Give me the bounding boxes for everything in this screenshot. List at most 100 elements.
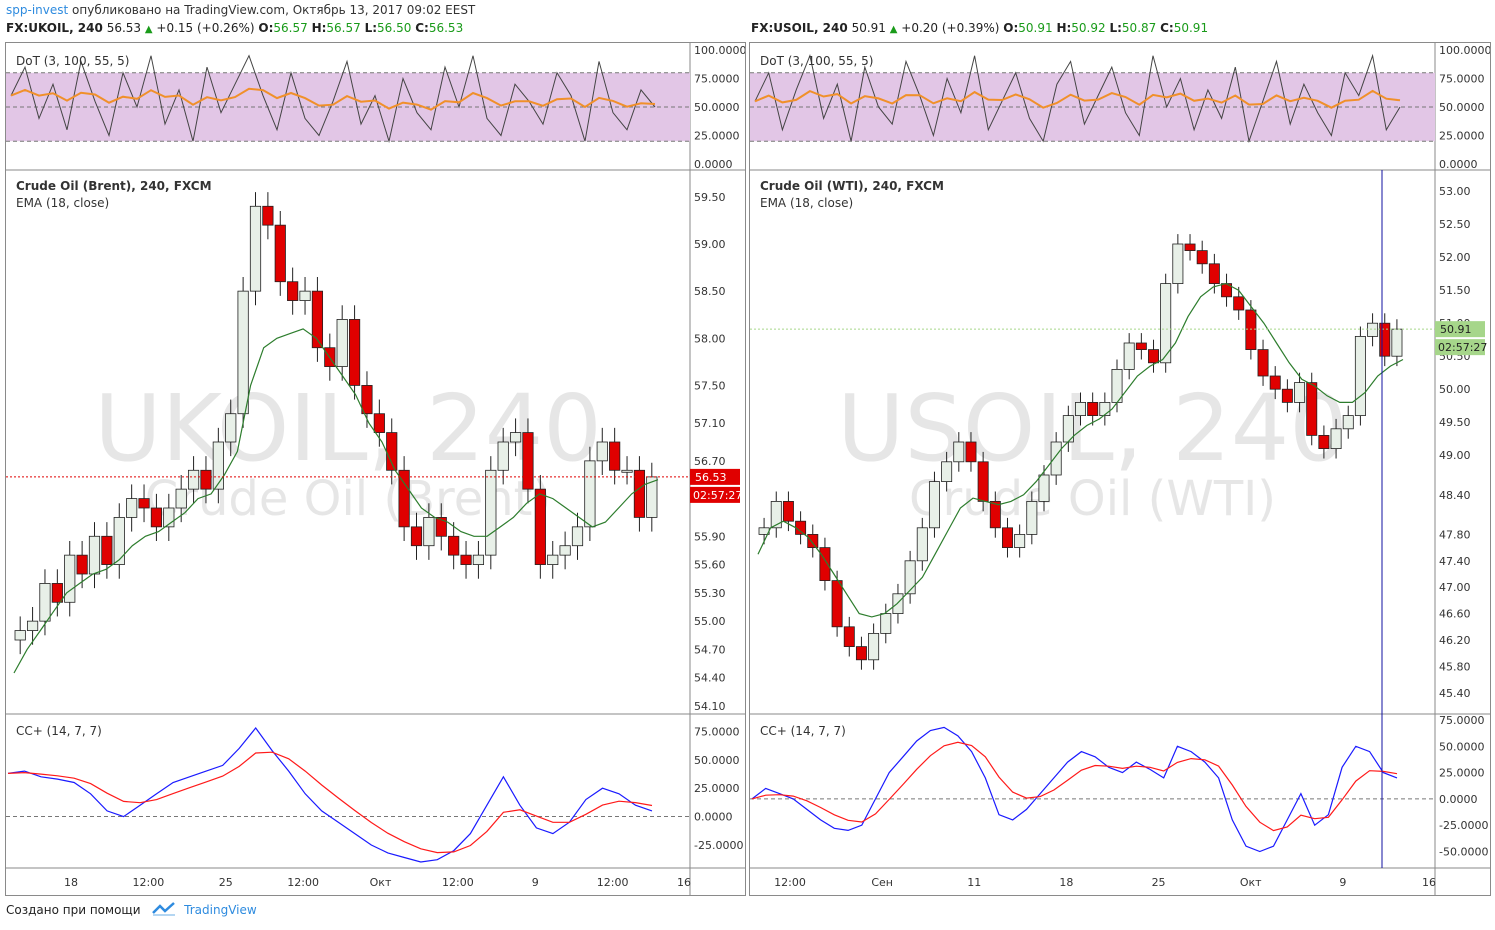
candle-body	[1342, 415, 1354, 430]
time-axis-tick: 9	[1339, 876, 1346, 889]
candle	[868, 623, 880, 670]
price-axis-tick: 50.00	[1439, 383, 1471, 396]
candle	[596, 427, 608, 475]
cc-axis-tick: 50.0000	[1439, 740, 1485, 753]
chart-panel-usoil[interactable]: 100.0000 75.0000 50.0000 25.0000 0.0000 DoT (…	[749, 42, 1491, 896]
candle	[398, 456, 410, 541]
candle-body	[51, 583, 63, 603]
candle-body	[916, 527, 928, 562]
cc-fast-line	[7, 727, 653, 863]
time-axis-tick: 16	[1422, 876, 1436, 889]
candle	[51, 569, 63, 617]
candle	[1196, 240, 1208, 274]
candle-body	[509, 432, 522, 443]
candle-body	[621, 469, 633, 473]
watermark-symbol: UKOIL, 240	[94, 375, 602, 482]
time-axis-tick: 12:00	[287, 876, 319, 889]
cc-axis-tick: 25.0000	[694, 782, 740, 795]
footer: Создано при помощи TradingView	[6, 902, 257, 919]
candle	[311, 277, 324, 362]
candle-body	[88, 535, 101, 575]
candle-body	[843, 626, 855, 647]
candle	[249, 192, 262, 306]
candle-body	[1354, 335, 1366, 416]
candle-body	[336, 319, 348, 367]
candle	[88, 522, 101, 589]
chart-canvas-ukoil[interactable]: 100.0000 75.0000 50.0000 25.0000 0.0000 DoT (…	[6, 43, 745, 895]
candle-body	[1148, 349, 1160, 364]
candle-body	[547, 554, 559, 565]
price-axis-tick: 59.50	[694, 191, 726, 204]
candle-body	[1233, 296, 1245, 311]
dot-line	[754, 53, 1401, 144]
low-value: 50.87	[1121, 21, 1157, 35]
candle	[633, 456, 646, 532]
candle	[1379, 313, 1391, 367]
candle-body	[274, 224, 286, 283]
candle-body	[460, 554, 472, 565]
price-axis-tick: 52.50	[1439, 218, 1471, 231]
candle-body	[795, 520, 807, 535]
author-link[interactable]: spp-invest	[6, 3, 69, 17]
candle	[1160, 273, 1172, 373]
candle	[953, 432, 965, 472]
candle-body	[1257, 349, 1269, 377]
candle	[1123, 333, 1135, 380]
symbol-name[interactable]: FX:UKOIL, 240	[6, 21, 103, 35]
candle	[928, 471, 940, 538]
candle	[621, 456, 633, 485]
candle	[448, 522, 460, 570]
candle-body	[1135, 342, 1147, 350]
price-axis-tick: 58.00	[694, 332, 726, 345]
candle	[497, 427, 509, 485]
candle-body	[1123, 342, 1135, 370]
price-axis-tick: 46.60	[1439, 608, 1471, 621]
candle	[1087, 392, 1099, 426]
chart-canvas-usoil[interactable]: 100.0000 75.0000 50.0000 25.0000 0.0000 DoT (…	[750, 43, 1490, 895]
candle-body	[410, 526, 423, 547]
candle	[435, 503, 447, 551]
time-axis-tick: 25	[1152, 876, 1166, 889]
candle	[76, 541, 88, 589]
cc-axis-tick: -25.0000	[694, 839, 743, 852]
candle-body	[435, 517, 447, 537]
chart-panel-ukoil[interactable]: 100.0000 75.0000 50.0000 25.0000 0.0000 DoT (…	[5, 42, 746, 896]
tradingview-link[interactable]: TradingView	[184, 903, 257, 917]
candle-body	[76, 554, 88, 575]
candle-body	[807, 533, 819, 548]
price-change: +0.20 (+0.39%)	[901, 21, 1000, 35]
candle	[410, 512, 423, 560]
price-axis-tick: 55.60	[694, 559, 726, 572]
price-axis-tick: 54.10	[694, 700, 726, 713]
dot-axis-tick: 100.0000	[694, 44, 745, 57]
last-price-label: 50.91	[1440, 323, 1472, 336]
cc-axis-tick: 25.0000	[1439, 767, 1485, 780]
candle	[485, 456, 497, 570]
candle-body	[249, 205, 262, 292]
candle-body	[26, 620, 39, 631]
candle-body	[237, 290, 249, 415]
candle	[262, 192, 274, 240]
candle	[113, 503, 125, 579]
price-axis-tick: 55.90	[694, 530, 726, 543]
dot-title: DoT (3, 100, 55, 5)	[760, 54, 873, 68]
bar-timer-label: 02:57:27	[693, 489, 742, 502]
candle	[175, 475, 187, 523]
candle-body	[1184, 243, 1196, 251]
symbol-name[interactable]: FX:USOIL, 240	[751, 21, 848, 35]
price-axis-tick: 58.50	[694, 285, 726, 298]
candle	[534, 475, 546, 579]
candle	[1148, 339, 1160, 373]
up-arrow-icon: ▲	[889, 24, 898, 35]
symbol-bar-usoil: FX:USOIL, 240 50.91 ▲ +0.20 (+0.39%) O:5…	[751, 21, 1209, 35]
time-axis-tick: 12:00	[597, 876, 629, 889]
candle-body	[770, 500, 782, 529]
candle-body	[965, 441, 977, 463]
candle-body	[534, 488, 546, 565]
candle	[225, 399, 237, 457]
time-axis-tick: 18	[1059, 876, 1073, 889]
candle	[965, 432, 977, 472]
cc-axis-tick: -25.0000	[1439, 819, 1488, 832]
candle	[460, 541, 472, 579]
last-price: 56.53	[106, 21, 142, 35]
